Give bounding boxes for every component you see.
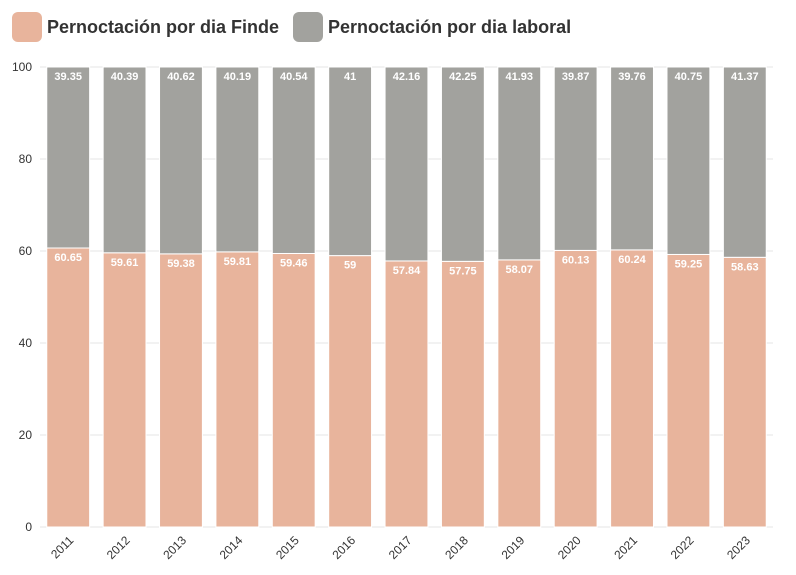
bar-label-laboral: 39.87 — [562, 71, 590, 83]
bar-laboral — [102, 66, 147, 254]
bar-label-laboral: 41 — [344, 71, 356, 83]
bar-finde — [102, 252, 147, 528]
x-axis: 2011 2012 2013 2014 2015 2016 2017 2018 2019 2020… — [48, 533, 753, 562]
bar-laboral — [722, 66, 767, 258]
bar-label-laboral: 42.16 — [393, 71, 421, 83]
bar-label-laboral: 41.93 — [506, 71, 534, 83]
bar-label-laboral: 40.54 — [280, 71, 308, 83]
legend-item-laboral: Pernoctación por dia laboral — [293, 12, 571, 42]
y-tick-label: 60 — [19, 244, 33, 258]
bar-finde — [328, 255, 373, 528]
bar-label-laboral: 39.35 — [54, 71, 82, 83]
x-tick-label: 2012 — [104, 533, 133, 562]
bar-finde — [497, 259, 542, 528]
bar-laboral — [271, 66, 316, 254]
y-tick-label: 20 — [19, 428, 33, 442]
y-tick-label: 40 — [19, 336, 33, 350]
bar-laboral — [215, 66, 260, 253]
x-tick-label: 2023 — [724, 533, 753, 562]
bar-label-finde: 57.75 — [449, 265, 477, 277]
bar-label-finde: 60.24 — [618, 254, 646, 266]
legend-label-finde: Pernoctación por dia Finde — [47, 16, 280, 37]
bar-label-finde: 59.25 — [675, 258, 703, 270]
bar-laboral — [46, 66, 91, 249]
legend-swatch-laboral — [293, 12, 324, 42]
bar-label-finde: 58.07 — [506, 264, 534, 276]
x-tick-label: 2014 — [217, 533, 246, 562]
x-tick-label: 2011 — [48, 533, 76, 561]
bar-label-finde: 57.84 — [393, 265, 421, 277]
legend-swatch-finde — [12, 12, 42, 42]
bar-label-finde: 59.38 — [167, 258, 195, 270]
x-tick-label: 2015 — [273, 533, 302, 562]
bar-label-finde: 59 — [344, 260, 356, 272]
bar-finde — [610, 249, 654, 528]
bar-label-laboral: 40.19 — [224, 71, 252, 83]
bar-label-laboral: 40.62 — [167, 71, 195, 83]
x-tick-label: 2021 — [611, 533, 640, 562]
bar-label-laboral: 40.75 — [675, 71, 703, 83]
x-tick-label: 2016 — [329, 533, 358, 562]
bar-finde — [722, 256, 767, 528]
bar-laboral — [440, 66, 485, 262]
legend: Pernoctación por dia Finde Pernoctación … — [12, 12, 585, 42]
x-tick-label: 2020 — [555, 533, 584, 562]
x-tick-label: 2017 — [386, 533, 415, 562]
bar-finde — [46, 247, 91, 528]
bar-label-finde: 60.65 — [54, 252, 82, 264]
bar-finde — [553, 249, 598, 528]
bar-laboral — [328, 66, 373, 257]
bar-laboral — [384, 66, 429, 262]
bar-finde — [666, 253, 711, 528]
bar-laboral — [553, 66, 598, 251]
bar-label-laboral: 41.37 — [731, 71, 759, 83]
legend-label-laboral: Pernoctación por dia laboral — [328, 16, 572, 37]
x-tick-label: 2022 — [668, 533, 697, 562]
bar-label-laboral: 42.25 — [449, 71, 477, 83]
bar-label-finde: 59.81 — [224, 256, 252, 268]
x-tick-label: 2013 — [160, 533, 189, 562]
bar-laboral — [610, 66, 654, 251]
bar-finde — [384, 260, 429, 528]
legend-item-finde: Pernoctación por dia Finde — [12, 12, 279, 42]
bar-label-finde: 58.63 — [731, 261, 759, 273]
bar-finde — [215, 251, 260, 528]
bar-laboral — [666, 66, 711, 255]
y-tick-label: 80 — [19, 152, 33, 166]
bar-finde — [440, 260, 485, 528]
bar-laboral — [497, 66, 542, 261]
bars: 60.65 39.35 59.61 40.39 59.38 40.62 59.81 40.19… — [46, 66, 767, 528]
x-tick-label: 2018 — [442, 533, 471, 562]
y-axis: 0 20 40 60 80 100 — [12, 60, 32, 534]
x-tick-label: 2019 — [499, 533, 528, 562]
bar-label-finde: 59.46 — [280, 257, 308, 269]
y-tick-label: 0 — [25, 520, 32, 534]
y-tick-label: 100 — [12, 60, 32, 74]
bar-label-finde: 59.61 — [111, 257, 139, 269]
bar-laboral — [159, 66, 203, 255]
bar-label-laboral: 39.76 — [618, 71, 646, 83]
bar-finde — [159, 253, 203, 528]
bar-label-finde: 60.13 — [562, 254, 590, 266]
bar-finde — [271, 252, 316, 528]
bar-label-laboral: 40.39 — [111, 71, 139, 83]
